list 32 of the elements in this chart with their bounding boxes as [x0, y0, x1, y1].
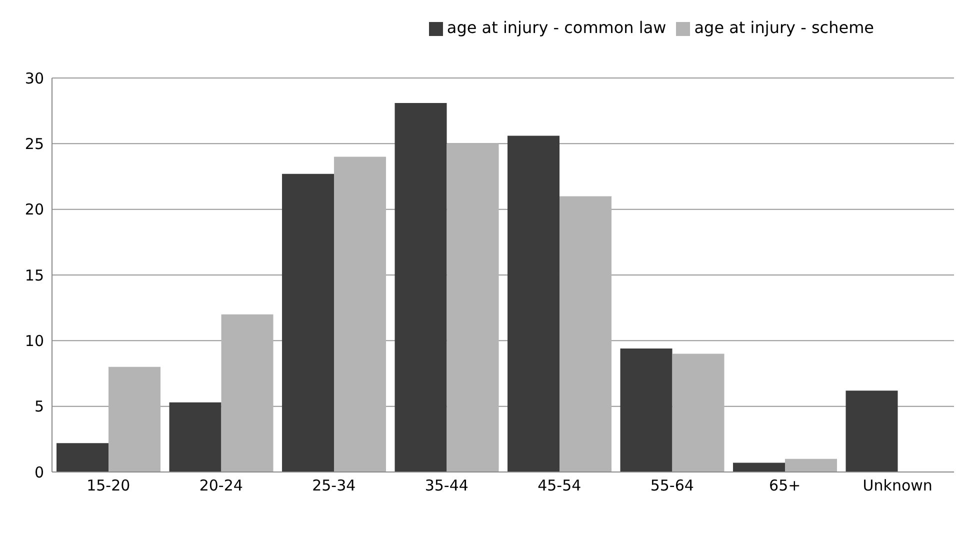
y-tick-label: 30 — [24, 69, 44, 88]
y-tick-label: 25 — [24, 134, 44, 153]
bar — [56, 443, 109, 472]
bar — [560, 196, 612, 472]
bar — [221, 314, 274, 472]
x-tick-label: Unknown — [862, 476, 932, 495]
bar — [733, 462, 786, 472]
bar — [620, 348, 672, 472]
x-tick-label: 65+ — [769, 476, 801, 495]
bar — [334, 156, 386, 472]
bar — [394, 102, 447, 472]
x-tick-label: 25-34 — [312, 476, 356, 495]
y-tick-label: 15 — [24, 266, 44, 284]
legend-label: age at injury - common law — [446, 18, 666, 37]
x-tick-label: 15-20 — [86, 476, 130, 495]
y-tick-label: 0 — [34, 463, 44, 482]
bar — [446, 144, 499, 472]
y-tick-label: 20 — [24, 200, 44, 219]
bar — [785, 458, 838, 472]
bar — [108, 366, 161, 472]
x-tick-label: 55-64 — [650, 476, 694, 495]
x-tick-label: 45-54 — [538, 476, 582, 495]
y-tick-label: 5 — [34, 398, 44, 416]
legend-label: age at injury - scheme — [694, 18, 874, 37]
bar — [169, 402, 222, 472]
bar — [282, 174, 334, 472]
y-tick-label: 10 — [24, 332, 44, 350]
bar — [508, 136, 560, 472]
x-tick-label: 35-44 — [424, 476, 468, 495]
x-tick-label: 20-24 — [199, 476, 243, 495]
bar — [672, 354, 724, 472]
bar — [846, 390, 898, 472]
